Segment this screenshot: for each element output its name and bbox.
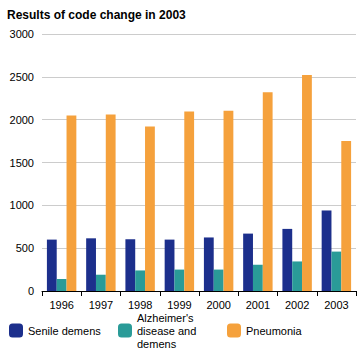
svg-text:2001: 2001 bbox=[246, 299, 270, 311]
svg-text:2000: 2000 bbox=[206, 299, 230, 311]
svg-text:2003: 2003 bbox=[324, 299, 348, 311]
svg-text:demens: demens bbox=[137, 338, 177, 350]
svg-text:2002: 2002 bbox=[285, 299, 309, 311]
svg-text:2500: 2500 bbox=[10, 71, 34, 83]
svg-text:1500: 1500 bbox=[10, 157, 34, 169]
svg-text:Senile demens: Senile demens bbox=[28, 325, 101, 337]
svg-text:500: 500 bbox=[16, 242, 34, 254]
svg-text:Results of code change in 2003: Results of code change in 2003 bbox=[7, 8, 186, 22]
svg-text:2000: 2000 bbox=[10, 114, 34, 126]
svg-text:disease and: disease and bbox=[137, 325, 199, 337]
svg-text:1999: 1999 bbox=[167, 299, 191, 311]
svg-text:1997: 1997 bbox=[89, 299, 113, 311]
svg-text:1996: 1996 bbox=[49, 299, 73, 311]
svg-text:Pneumonia: Pneumonia bbox=[246, 325, 303, 337]
svg-text:1998: 1998 bbox=[128, 299, 152, 311]
svg-text:Alzheimer's: Alzheimer's bbox=[137, 312, 197, 324]
svg-text:3000: 3000 bbox=[10, 28, 34, 40]
svg-text:0: 0 bbox=[28, 285, 34, 297]
svg-text:1000: 1000 bbox=[10, 199, 34, 211]
